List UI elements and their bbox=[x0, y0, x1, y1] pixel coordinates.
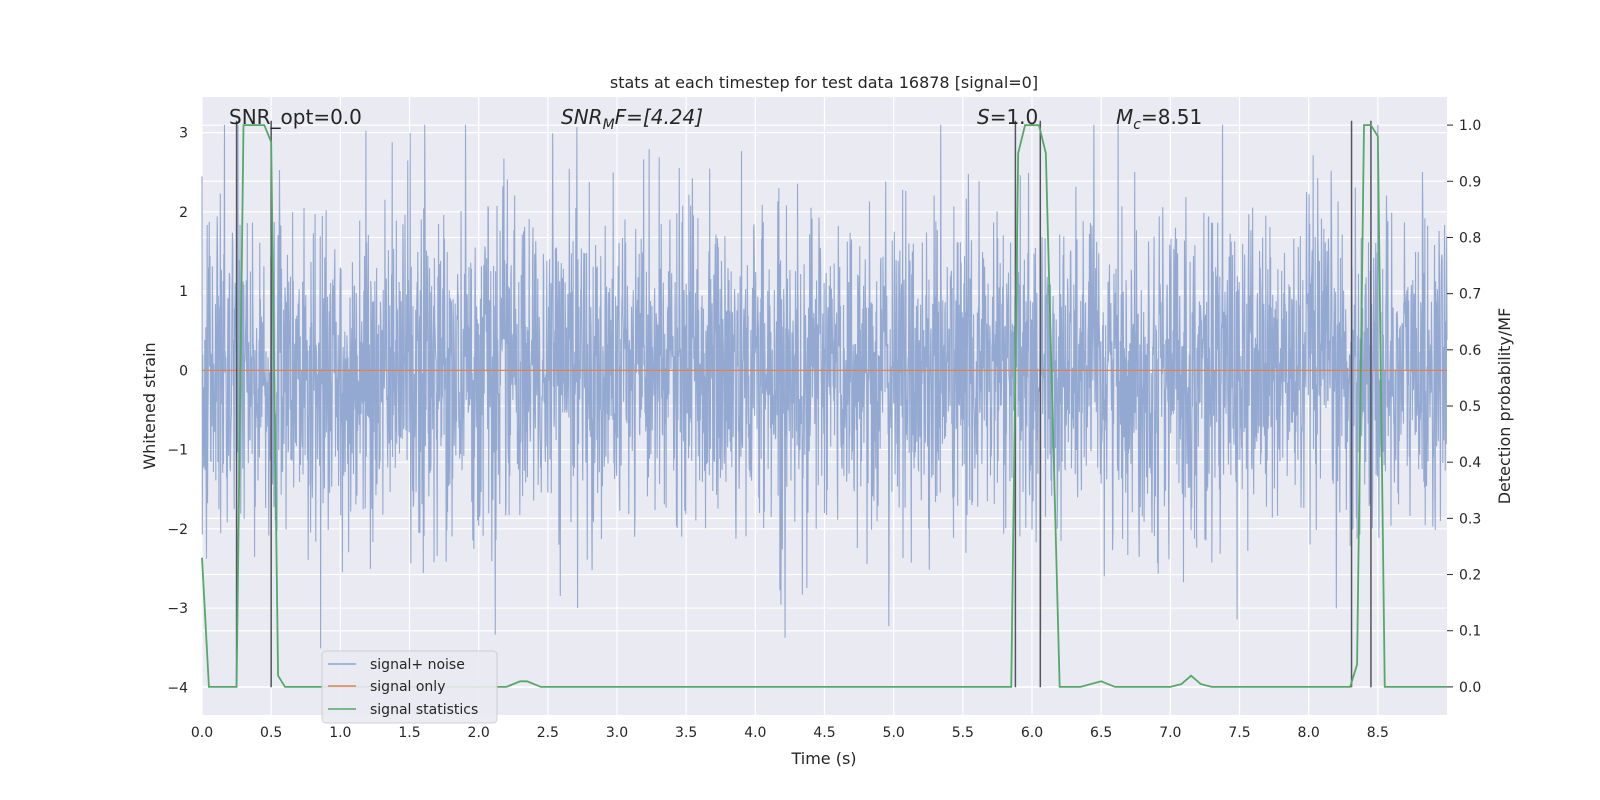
annotation-s: S=1.0 bbox=[977, 105, 1038, 129]
x-axis-label: Time (s) bbox=[790, 749, 856, 768]
annotation-mc: Mc=8.51 bbox=[1116, 105, 1202, 133]
x-tick-label: 4.5 bbox=[813, 725, 835, 741]
annotation-snr-opt: SNR_opt=0.0 bbox=[229, 105, 362, 129]
x-tick-label: 3.5 bbox=[675, 725, 697, 741]
annotation-mc-value: =8.51 bbox=[1141, 105, 1202, 129]
x-tick-label: 8.0 bbox=[1298, 725, 1320, 741]
annotation-mc-label: M bbox=[1116, 105, 1133, 129]
x-tick-label: 6.0 bbox=[1021, 725, 1043, 741]
y-tick-label-right: 0.9 bbox=[1459, 174, 1481, 190]
y-tick-label-right: 1.0 bbox=[1459, 118, 1481, 134]
x-tick-label: 3.0 bbox=[606, 725, 628, 741]
y-tick-label-left: −3 bbox=[167, 601, 188, 617]
y-tick-label-right: 0.7 bbox=[1459, 287, 1481, 303]
x-tick-label: 5.0 bbox=[883, 725, 905, 741]
y-axis-right-label: Detection probability/MF bbox=[1495, 308, 1514, 505]
annotation-s-value: =1.0 bbox=[990, 105, 1039, 129]
annotation-snr-mf: SNRMF=[4.24] bbox=[561, 105, 703, 133]
x-tick-label: 5.5 bbox=[952, 725, 974, 741]
y-tick-label-left: −4 bbox=[167, 680, 188, 696]
y-tick-label-right: 0.3 bbox=[1459, 511, 1481, 527]
x-tick-label: 8.5 bbox=[1367, 725, 1389, 741]
y-tick-label-right: 0.1 bbox=[1459, 624, 1481, 640]
legend-label-signal-only: signal only bbox=[370, 679, 445, 695]
y-tick-label-left: −1 bbox=[167, 443, 188, 459]
y-tick-label-right: 0.6 bbox=[1459, 343, 1481, 359]
annotation-s-label: S bbox=[977, 105, 990, 129]
x-tick-label: 4.0 bbox=[744, 725, 766, 741]
x-tick-label: 2.5 bbox=[537, 725, 559, 741]
annotation-snr-mf-rest: F=[4.24] bbox=[615, 105, 703, 129]
legend: signal+ noise signal only signal statist… bbox=[322, 651, 497, 723]
y-tick-label-left: 2 bbox=[179, 205, 188, 221]
y-tick-label-right: 0.0 bbox=[1459, 680, 1481, 696]
x-tick-label: 7.5 bbox=[1228, 725, 1250, 741]
x-tick-label: 2.0 bbox=[468, 725, 490, 741]
annotation-snr-mf-base: SNR bbox=[561, 105, 603, 129]
chart-title: stats at each timestep for test data 168… bbox=[610, 73, 1038, 92]
x-tick-label: 6.5 bbox=[1090, 725, 1112, 741]
y-axis-left-label: Whitened strain bbox=[140, 342, 159, 469]
annotation-snr-mf-sub: M bbox=[603, 117, 615, 133]
y-tick-label-left: 1 bbox=[179, 284, 188, 300]
y-tick-label-right: 0.4 bbox=[1459, 455, 1481, 471]
x-tick-label: 0.5 bbox=[260, 725, 282, 741]
y-tick-label-right: 0.8 bbox=[1459, 230, 1481, 246]
x-tick-label: 7.0 bbox=[1159, 725, 1181, 741]
legend-label-signal-statistics: signal statistics bbox=[370, 702, 478, 718]
y-tick-label-left: 0 bbox=[179, 363, 188, 379]
x-tick-label: 1.0 bbox=[329, 725, 351, 741]
x-tick-label: 0.0 bbox=[191, 725, 213, 741]
y-tick-label-right: 0.2 bbox=[1459, 568, 1481, 584]
x-tick-label: 1.5 bbox=[398, 725, 420, 741]
legend-label-signal-noise: signal+ noise bbox=[370, 657, 465, 673]
y-tick-label-right: 0.5 bbox=[1459, 399, 1481, 415]
y-tick-label-left: 3 bbox=[179, 126, 188, 142]
y-tick-label-left: −2 bbox=[167, 522, 188, 538]
